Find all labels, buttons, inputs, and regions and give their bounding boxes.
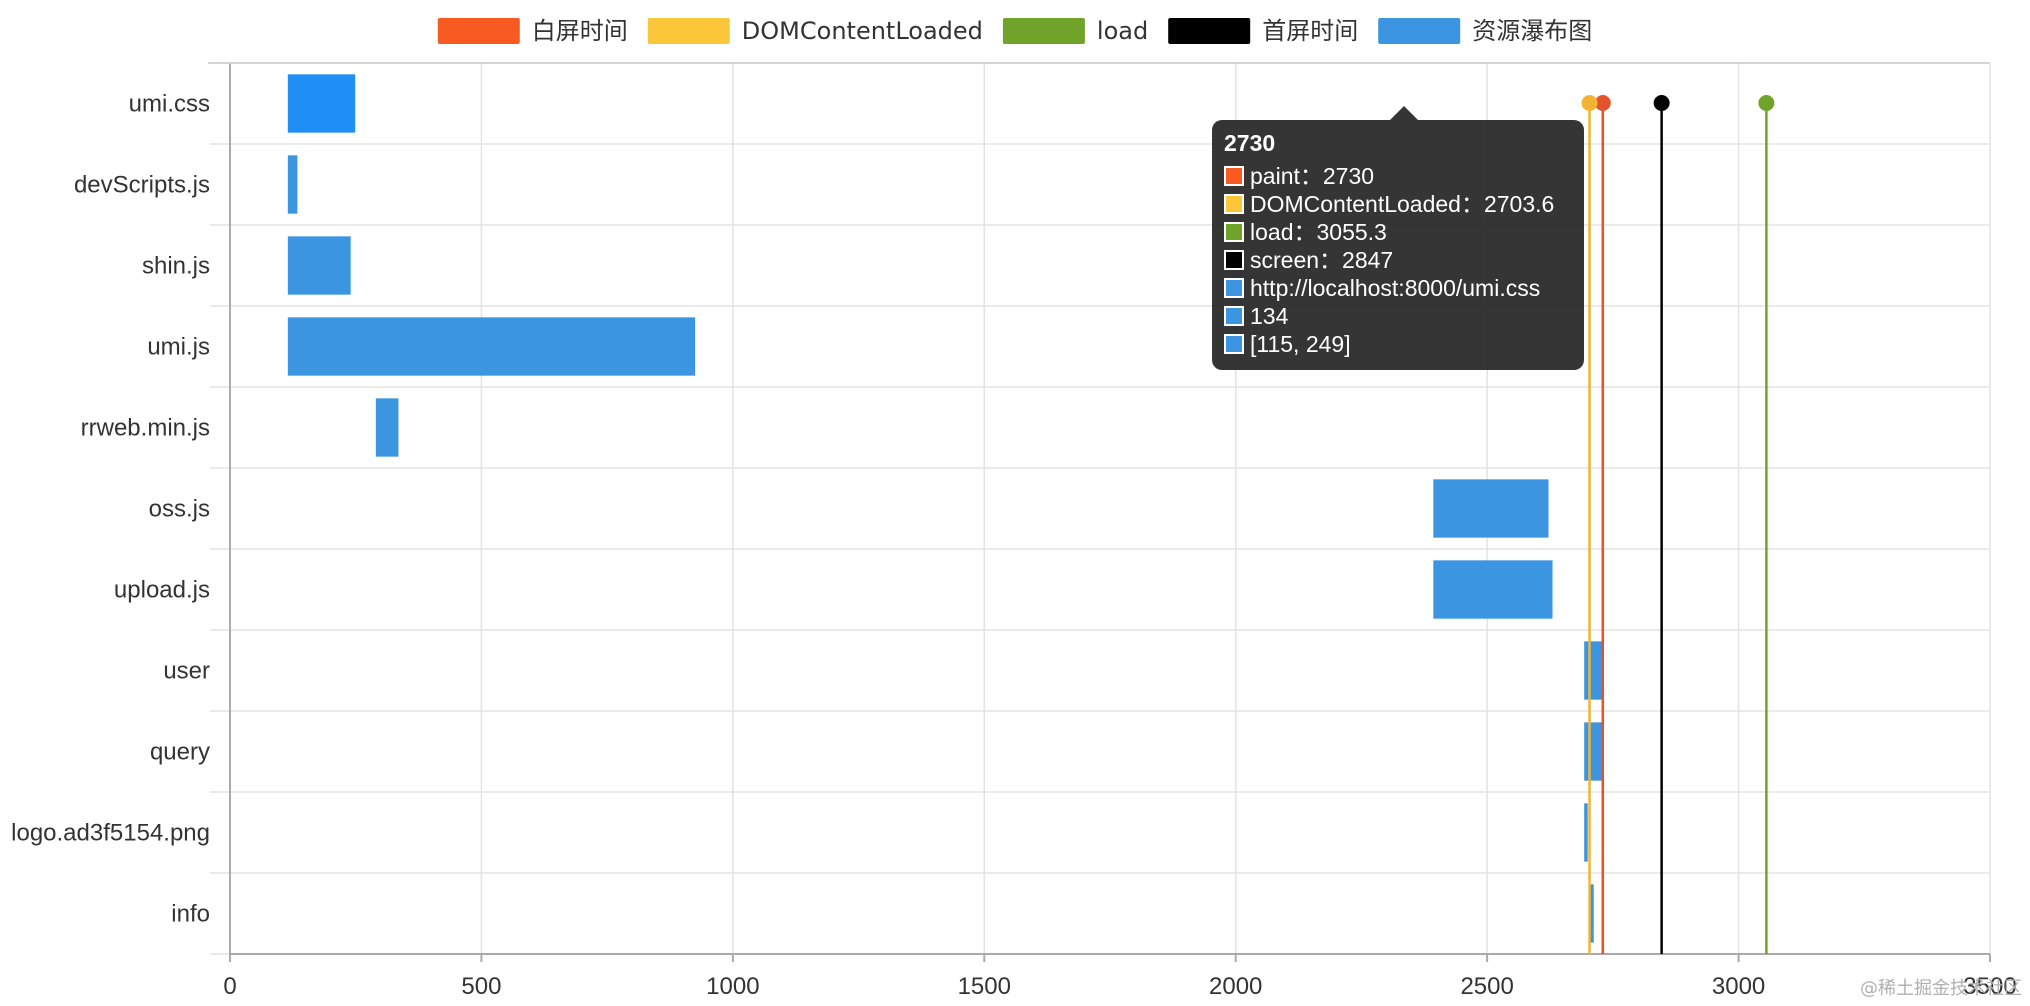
x-tick-label: 500: [461, 973, 501, 1000]
tooltip-text: screen：2847: [1250, 247, 1394, 273]
x-tick-label: 1000: [706, 973, 759, 1000]
tooltip-row: load：3055.3: [1224, 218, 1572, 246]
marker-dot-domcontentloaded[interactable]: [1581, 95, 1598, 111]
category-label: logo.ad3f5154.png: [11, 820, 210, 847]
tooltip-swatch: [1224, 250, 1244, 270]
legend-label: DOMContentLoaded: [742, 17, 983, 45]
legend-label: 资源瀑布图: [1472, 17, 1592, 45]
resource-bar[interactable]: [1590, 884, 1594, 943]
category-label: rrweb.min.js: [81, 415, 210, 442]
x-tick-label: 0: [223, 973, 236, 1000]
category-label: devScripts.js: [74, 172, 210, 199]
legend-swatch[interactable]: [1002, 18, 1085, 44]
legend-label: 首屏时间: [1262, 17, 1358, 45]
x-tick-label: 3000: [1712, 973, 1765, 1000]
legend-swatch[interactable]: [1378, 18, 1461, 44]
category-label: user: [163, 658, 210, 685]
tooltip-swatch: [1224, 278, 1244, 298]
x-tick-label: 3500: [1963, 973, 2016, 1000]
category-label: query: [150, 739, 210, 766]
marker-dot-load[interactable]: [1758, 95, 1775, 111]
tooltip-row: 134: [1224, 302, 1572, 330]
tooltip-text: DOMContentLoaded：2703.6: [1250, 191, 1555, 217]
chart-tooltip: 2730 paint：2730 DOMContentLoaded：2703.6 lo…: [1212, 106, 1584, 370]
marker-dot-screen[interactable]: [1653, 95, 1670, 111]
resource-bar[interactable]: [1433, 479, 1549, 538]
legend-swatch[interactable]: [647, 18, 730, 44]
tooltip-swatch: [1224, 334, 1244, 354]
resource-bar[interactable]: [287, 236, 351, 295]
tooltip-text: 134: [1250, 303, 1289, 329]
resource-bar[interactable]: [1584, 722, 1604, 781]
tooltip-row: DOMContentLoaded：2703.6: [1224, 190, 1572, 218]
resource-bar[interactable]: [1433, 560, 1553, 619]
legend-swatch[interactable]: [437, 18, 520, 44]
category-label: umi.css: [129, 91, 210, 118]
tooltip-swatch: [1224, 194, 1244, 214]
tooltip-text: load：3055.3: [1250, 219, 1387, 245]
category-label: info: [171, 901, 210, 928]
tooltip-swatch: [1224, 306, 1244, 326]
legend-label: load: [1097, 17, 1148, 45]
tooltip-text: paint：2730: [1250, 163, 1375, 189]
marker-dot-paint[interactable]: [1594, 95, 1611, 111]
category-label: shin.js: [142, 253, 210, 280]
category-label: upload.js: [114, 577, 210, 604]
tooltip-text: [115, 249]: [1250, 331, 1351, 357]
tooltip-row: http://localhost:8000/umi.css: [1224, 274, 1572, 302]
x-tick-label: 1500: [958, 973, 1011, 1000]
resource-bar[interactable]: [287, 155, 298, 214]
tooltip-swatch: [1224, 166, 1244, 186]
x-tick-label: 2000: [1209, 973, 1262, 1000]
resource-bar[interactable]: [287, 317, 696, 376]
category-label: oss.js: [149, 496, 210, 523]
tooltip-text: http://localhost:8000/umi.css: [1250, 275, 1541, 301]
tooltip-row: screen：2847: [1224, 246, 1572, 274]
category-label: umi.js: [147, 334, 210, 361]
tooltip-swatch: [1224, 222, 1244, 242]
x-tick-label: 2500: [1460, 973, 1513, 1000]
legend-label: 白屏时间: [532, 17, 628, 45]
watermark: @稀土掘金技术社区: [1860, 978, 2022, 999]
resource-bar[interactable]: [287, 74, 356, 133]
resource-bar[interactable]: [1584, 803, 1588, 862]
tooltip-row: paint：2730: [1224, 162, 1572, 190]
tooltip-row: [115, 249]: [1224, 330, 1572, 358]
resource-bar[interactable]: [375, 398, 399, 457]
tooltip-title: 2730: [1224, 130, 1276, 156]
resource-bar[interactable]: [1584, 641, 1603, 700]
legend-swatch[interactable]: [1168, 18, 1251, 44]
